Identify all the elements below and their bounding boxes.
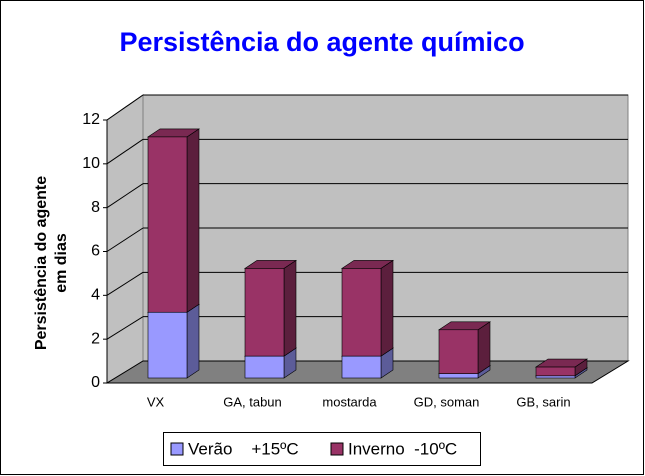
bar-side <box>186 303 200 379</box>
x-tick-label: GA, tabun <box>223 394 282 409</box>
x-tick-label: GD, soman <box>414 394 480 409</box>
grid-line-side <box>106 227 144 252</box>
bar <box>147 311 188 379</box>
bar <box>438 373 479 379</box>
chart-title: Persistência do agente químico <box>119 27 524 57</box>
legend-swatch <box>170 442 184 456</box>
y-tick-label: 4 <box>91 287 100 304</box>
y-tick-label: 6 <box>91 243 100 260</box>
bar-side <box>380 259 394 357</box>
bar <box>438 329 479 374</box>
bar <box>535 375 576 379</box>
bar <box>244 355 285 379</box>
legend <box>163 432 481 466</box>
grid-line-side <box>106 138 144 165</box>
x-tick-label: VX <box>147 394 165 409</box>
y-tick-label: 12 <box>82 111 100 128</box>
bar-side <box>283 259 297 357</box>
y-tick-label: 2 <box>91 330 100 347</box>
bar <box>535 366 576 377</box>
x-tick-label: mostarda <box>322 394 377 409</box>
grid-line-side <box>106 271 144 296</box>
y-tick-label: 0 <box>91 374 100 391</box>
bar-side <box>477 321 491 375</box>
bar <box>244 268 285 357</box>
legend-label: Verão +15ºC <box>188 439 299 458</box>
x-tick-label: GB, sarin <box>516 394 570 409</box>
y-axis-label: Persistência do agente em dias <box>33 175 70 351</box>
side-wall <box>106 94 144 384</box>
bar <box>341 268 382 357</box>
legend-swatch <box>330 442 344 456</box>
grid-line-side <box>106 316 144 340</box>
grid-line-side <box>106 94 144 121</box>
y-tick-label: 10 <box>82 155 100 172</box>
bar <box>341 355 382 379</box>
grid-line-side <box>106 183 144 209</box>
bar-side <box>186 128 200 313</box>
bar <box>147 136 188 313</box>
legend-label: Inverno -10ºC <box>348 439 457 458</box>
y-tick-label: 8 <box>91 199 100 216</box>
